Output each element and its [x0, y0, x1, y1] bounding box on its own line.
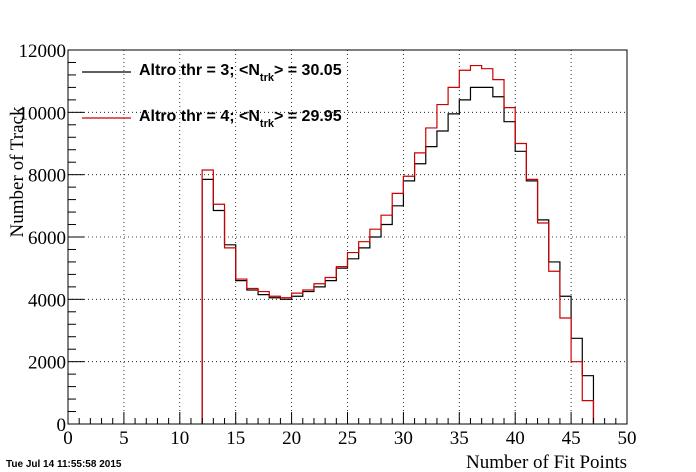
x-tick-label: 45 [562, 428, 581, 449]
x-axis-label: Number of Fit Points [466, 452, 627, 472]
legend-entry-1: Altro thr = 3; <Ntrk> = 30.05 [139, 62, 342, 84]
y-tick-label: 12000 [19, 41, 67, 62]
timestamp-label: Tue Jul 14 11:55:58 2015 [6, 459, 122, 470]
y-tick-label: 10000 [19, 103, 67, 124]
x-tick-label: 30 [394, 428, 413, 449]
x-tick-label: 10 [170, 428, 189, 449]
legend: Altro thr = 3; <Ntrk> = 30.05 Altro thr =… [82, 62, 342, 130]
grid-lines [68, 50, 627, 424]
histogram-series [201, 64, 595, 424]
x-tick-label: 15 [226, 428, 245, 449]
y-tick-label: 6000 [28, 228, 66, 249]
axis-ticks [67, 49, 628, 425]
legend-entry-2: Altro thr = 4; <Ntrk> = 29.95 [139, 108, 342, 130]
x-tick-label: 40 [506, 428, 525, 449]
x-tick-label: 35 [450, 428, 469, 449]
y-tick-label: 8000 [28, 166, 66, 187]
axis-tick-labels: 0 5 10 15 20 25 30 35 40 45 50 0 2000 4000 6000 8000 100… [19, 41, 637, 449]
histogram-series-2 [201, 64, 595, 424]
x-tick-label: 0 [63, 428, 73, 449]
y-tick-label: 2000 [28, 353, 66, 374]
x-tick-label: 5 [119, 428, 129, 449]
x-tick-label: 50 [618, 428, 637, 449]
x-tick-label: 20 [282, 428, 301, 449]
y-tick-label: 0 [57, 415, 67, 436]
y-axis-label: Number of Track [7, 106, 28, 237]
x-tick-label: 25 [338, 428, 357, 449]
y-tick-label: 4000 [28, 290, 66, 311]
histogram-series-1 [201, 86, 595, 424]
